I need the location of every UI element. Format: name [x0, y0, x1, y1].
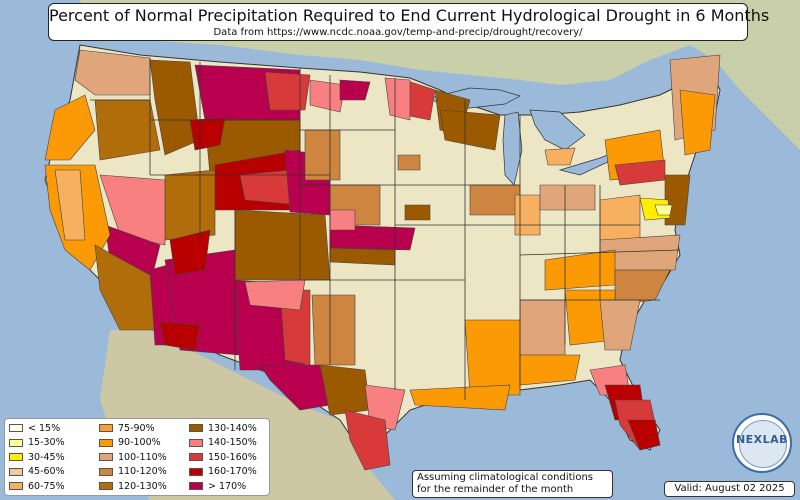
region-gulf-coast [409, 384, 511, 411]
legend-item: 130-140% [189, 421, 257, 435]
region-missouri [404, 204, 431, 221]
legend-swatch [99, 453, 113, 462]
legend-item: 150-160% [189, 450, 257, 464]
legend-swatch [9, 482, 23, 491]
region-washington [74, 49, 151, 96]
region-ohio [539, 184, 596, 211]
legend-label: 150-160% [208, 451, 257, 463]
region-nevada [99, 174, 166, 246]
region-iowa [397, 154, 421, 171]
region-florida-tip [627, 419, 661, 451]
legend-label: 30-45% [28, 451, 65, 463]
legend-swatch [189, 467, 203, 476]
legend-label: 15-30% [28, 437, 65, 449]
legend-item: 120-130% [99, 479, 167, 493]
region-idaho [149, 59, 201, 156]
legend-item: 45-60% [9, 465, 65, 479]
region-michigan-south [544, 147, 576, 166]
legend-label: 60-75% [28, 480, 65, 492]
legend-label: 45-60% [28, 466, 65, 478]
legend-label: < 15% [28, 422, 61, 434]
region-wyoming-core [189, 117, 226, 151]
legend-swatch [99, 482, 113, 491]
region-indiana [514, 194, 541, 236]
legend-swatch [99, 424, 113, 432]
region-kansas-pink [329, 209, 356, 231]
valid-date: Valid: August 02 2025 [664, 481, 795, 497]
legend-item: 60-75% [9, 479, 65, 493]
region-texas-west [259, 364, 331, 411]
region-minnesota-pink [384, 77, 411, 121]
legend-swatch [99, 467, 113, 476]
map-subtitle: Data from https://www.ncdc.noaa.gov/temp… [213, 27, 583, 38]
region-gulf-coast-east [519, 354, 581, 386]
legend-label: 110-120% [118, 466, 167, 478]
legend-swatch [189, 482, 203, 491]
legend-label: 130-140% [208, 422, 257, 434]
legend-label: 140-150% [208, 437, 257, 449]
logo-text: NEXLAB [735, 433, 789, 446]
legend-swatch [189, 424, 203, 432]
map-title: Percent of Normal Precipitation Required… [49, 6, 770, 25]
globe-icon [739, 420, 787, 468]
region-texas-panhandle [311, 294, 356, 366]
legend-item: 160-170% [189, 465, 257, 479]
assumption-note: Assuming climatological conditions for t… [412, 470, 613, 498]
legend-item: < 15% [9, 421, 60, 435]
legend-swatch [9, 424, 23, 432]
legend-item: 90-100% [99, 436, 161, 450]
legend-label: 90-100% [118, 437, 161, 449]
legend-item: 75-90% [99, 421, 155, 435]
legend-swatch [99, 438, 113, 447]
region-texas-south [344, 409, 391, 471]
region-utah [164, 169, 216, 241]
region-oregon-west [44, 94, 96, 161]
state-borders [90, 58, 681, 400]
region-south-dakota [304, 129, 341, 181]
region-north-dakota-east [339, 79, 371, 101]
legend-item: 110-120% [99, 465, 167, 479]
legend-item: 140-150% [189, 436, 257, 450]
legend-label: 75-90% [118, 422, 155, 434]
legend-label: 100-110% [118, 451, 167, 463]
region-california-south [94, 244, 156, 331]
legend-label: 120-130% [118, 480, 167, 492]
legend-swatch [189, 438, 203, 447]
region-chesapeake [654, 204, 673, 216]
drought-regions [44, 49, 721, 471]
region-california-coast [54, 169, 86, 241]
region-alabama [519, 299, 566, 356]
region-nebraska-south [329, 247, 396, 266]
region-arizona-nw [169, 229, 211, 276]
legend-item: 30-45% [9, 450, 65, 464]
region-colorado-south [234, 209, 331, 281]
legend-swatch [9, 453, 23, 462]
legend-swatch [9, 438, 23, 447]
legend-label: 160-170% [208, 466, 257, 478]
region-new-england-orange [679, 89, 716, 156]
region-virginia-west [599, 194, 641, 241]
region-north-dakota [309, 79, 346, 113]
nexlab-logo: NEXLAB [732, 413, 792, 473]
region-new-mexico-north [244, 279, 306, 311]
legend-label: > 170% [208, 480, 247, 492]
legend-swatch [189, 453, 203, 462]
legend: < 15% 15-30% 30-45% 45-60% 60-75% 75-90% 90-10… [4, 418, 270, 496]
region-wisconsin [439, 109, 501, 151]
title-box: Percent of Normal Precipitation Required… [48, 3, 770, 41]
legend-item: > 170% [189, 479, 246, 493]
legend-swatch [9, 467, 23, 476]
region-arizona-south [159, 321, 201, 351]
region-mississippi [464, 319, 521, 396]
legend-item: 100-110% [99, 450, 167, 464]
legend-item: 15-30% [9, 436, 65, 450]
region-illinois [469, 184, 521, 216]
region-montana-east [264, 71, 311, 111]
